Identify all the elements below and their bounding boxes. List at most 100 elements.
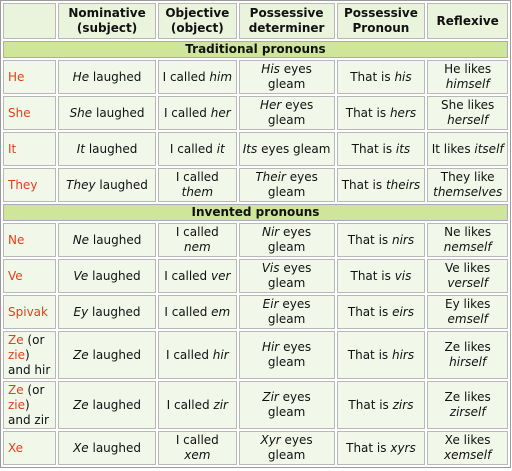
text-run: eyes gleam bbox=[267, 98, 318, 127]
example-cell: It laughed bbox=[58, 132, 157, 166]
text-run: I called bbox=[175, 433, 223, 447]
example-cell: That is hers bbox=[336, 96, 426, 130]
text-run: Ze likes bbox=[444, 340, 495, 354]
text-run: eyes gleam bbox=[267, 261, 316, 290]
text-run: eyes gleam bbox=[257, 141, 331, 156]
text-run: Their bbox=[255, 170, 286, 184]
example-cell: That is its bbox=[336, 132, 426, 166]
text-run: laughed bbox=[95, 177, 148, 192]
text-run: That is bbox=[350, 69, 395, 84]
text-run: zie bbox=[8, 397, 26, 412]
text-run: hers bbox=[389, 105, 417, 120]
table-row: Ve Ve laughed I called ver Vis eyes gleam Th… bbox=[3, 259, 508, 293]
example-cell: That is hirs bbox=[336, 331, 426, 379]
text-run: Nir bbox=[261, 225, 280, 239]
pronoun-name: Ve bbox=[3, 259, 57, 293]
text-run: nemself bbox=[443, 240, 492, 254]
text-run: She likes bbox=[441, 98, 499, 112]
text-run: zirs bbox=[392, 397, 414, 412]
text-run: his bbox=[394, 69, 412, 84]
text-run: Her bbox=[259, 98, 282, 112]
example-cell: They laughed bbox=[58, 168, 157, 202]
example-cell: Her eyes gleam bbox=[238, 96, 335, 130]
text-run: ver bbox=[211, 268, 231, 283]
example-cell: She laughed bbox=[58, 96, 157, 130]
text-run: herself bbox=[447, 113, 489, 127]
text-run: They bbox=[8, 177, 38, 192]
text-run: She bbox=[8, 105, 31, 120]
table-row: He He laughed I called him His eyes gleam Th… bbox=[3, 60, 508, 94]
text-run: (or bbox=[23, 332, 49, 347]
text-run: emself bbox=[447, 312, 488, 326]
text-run: eyes gleam bbox=[267, 297, 315, 326]
text-run: Ve likes bbox=[445, 261, 495, 275]
pronoun-name: They bbox=[3, 168, 57, 202]
text-run: Xe likes bbox=[444, 433, 495, 447]
example-cell: Xe laughed bbox=[58, 431, 157, 465]
pronoun-name: Spivak bbox=[3, 295, 57, 329]
text-run: They bbox=[66, 177, 96, 192]
text-run: I called bbox=[164, 304, 212, 319]
text-run: Its bbox=[242, 141, 258, 156]
text-run: hir bbox=[212, 347, 229, 362]
text-run: I called bbox=[169, 141, 217, 156]
text-run: em bbox=[211, 304, 231, 319]
example-cell: Its eyes gleam bbox=[238, 132, 335, 166]
example-cell: Ze likes zirself bbox=[427, 381, 508, 429]
example-cell: Eir eyes gleam bbox=[238, 295, 335, 329]
example-cell: Zir eyes gleam bbox=[238, 381, 335, 429]
text-run: laughed bbox=[85, 141, 138, 156]
text-run: That is bbox=[347, 232, 392, 247]
text-run: her bbox=[210, 105, 231, 120]
header-cell bbox=[3, 3, 57, 39]
example-cell: That is his bbox=[336, 60, 426, 94]
table-row: Ze (or zie) and zir Ze laughed I called zi… bbox=[3, 381, 508, 429]
text-run: Ey bbox=[73, 304, 89, 319]
pronoun-name: He bbox=[3, 60, 57, 94]
text-run: theirs bbox=[385, 177, 421, 192]
text-run: ) and zir bbox=[8, 397, 49, 427]
text-run: xem bbox=[184, 448, 211, 462]
text-run: eyes gleam bbox=[267, 433, 317, 462]
example-cell: Ne likes nemself bbox=[427, 223, 508, 257]
example-cell: Their eyes gleam bbox=[238, 168, 335, 202]
text-run: eyes gleam bbox=[267, 170, 322, 199]
text-run: xyrs bbox=[390, 440, 416, 455]
example-cell: They like themselves bbox=[427, 168, 508, 202]
example-cell: I called her bbox=[158, 96, 237, 130]
header-cell: Reflexive bbox=[427, 3, 508, 39]
pronoun-name: Xe bbox=[3, 431, 57, 465]
text-run: laughed bbox=[88, 268, 141, 283]
text-run: laughed bbox=[89, 232, 142, 247]
text-run: (or bbox=[23, 382, 49, 397]
text-run: Xyr bbox=[260, 433, 281, 447]
text-run: Spivak bbox=[8, 304, 48, 319]
example-cell: Vis eyes gleam bbox=[238, 259, 335, 293]
text-run: That is bbox=[347, 304, 393, 319]
text-run: It bbox=[76, 141, 85, 156]
table-row: They They laughed I called them Their eyes … bbox=[3, 168, 508, 202]
text-run: its bbox=[395, 141, 411, 156]
example-cell: Ze laughed bbox=[58, 381, 157, 429]
text-run: eyes gleam bbox=[267, 390, 315, 419]
example-cell: Xe likes xemself bbox=[427, 431, 508, 465]
text-run: themselves bbox=[433, 185, 503, 199]
table-row: Xe Xe laughed I called xem Xyr eyes gleam Th… bbox=[3, 431, 508, 465]
text-run: He bbox=[72, 69, 90, 84]
text-run: Ey likes bbox=[445, 297, 495, 311]
example-cell: Hir eyes gleam bbox=[238, 331, 335, 379]
example-cell: I called ver bbox=[158, 259, 237, 293]
text-run: That is bbox=[350, 268, 395, 283]
pronoun-name: Ne bbox=[3, 223, 57, 257]
pronoun-name: Ze (or zie) and hir bbox=[3, 331, 57, 379]
text-run: nem bbox=[183, 240, 211, 254]
example-cell: I called it bbox=[158, 132, 237, 166]
text-run: I called bbox=[164, 268, 211, 283]
text-run: laughed bbox=[89, 69, 142, 84]
example-cell: I called em bbox=[158, 295, 237, 329]
text-run: That is bbox=[345, 105, 390, 120]
text-run: Ze likes bbox=[444, 390, 495, 404]
text-run: itself bbox=[474, 141, 504, 156]
text-run: eyes gleam bbox=[267, 225, 315, 254]
